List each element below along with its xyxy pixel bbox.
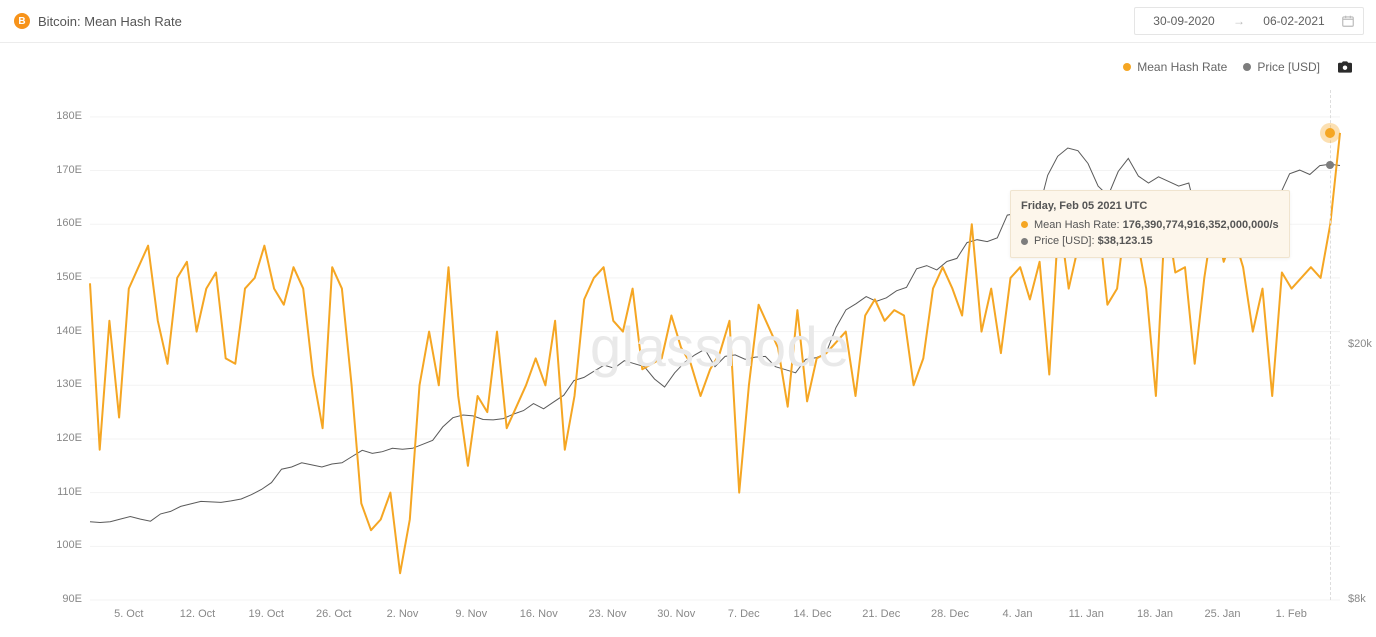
y-axis-tick: 160E: [42, 217, 82, 229]
screenshot-icon[interactable]: [1336, 60, 1354, 74]
legend-label-hash: Mean Hash Rate: [1137, 60, 1227, 74]
x-axis-tick: 23. Nov: [589, 608, 627, 620]
x-axis-tick: 5. Oct: [114, 608, 143, 620]
x-axis-tick: 7. Dec: [728, 608, 760, 620]
chart-tooltip: Friday, Feb 05 2021 UTC Mean Hash Rate: 1…: [1010, 190, 1290, 258]
x-axis-tick: 14. Dec: [794, 608, 832, 620]
y-axis-tick: 170E: [42, 164, 82, 176]
tooltip-row-price: Price [USD]: $38,123.15: [1021, 233, 1279, 250]
x-axis-tick: 30. Nov: [657, 608, 695, 620]
chart-area[interactable]: 90E 100E 110E 120E 130E 140E 150E 160E 170E 180E $…: [30, 90, 1376, 628]
x-axis-tick: 19. Oct: [249, 608, 284, 620]
legend-item-price[interactable]: Price [USD]: [1243, 60, 1320, 74]
y-axis-tick: 110E: [42, 486, 82, 498]
legend-dot-price: [1243, 63, 1251, 71]
x-axis-tick: 4. Jan: [1003, 608, 1033, 620]
x-axis-tick: 16. Nov: [520, 608, 558, 620]
date-to-input[interactable]: [1253, 13, 1335, 29]
y-axis-tick: 90E: [42, 593, 82, 605]
y2-axis-tick: $8k: [1348, 593, 1366, 605]
x-axis-tick: 12. Oct: [180, 608, 215, 620]
y-axis-tick: 120E: [42, 432, 82, 444]
y-axis-tick: 140E: [42, 325, 82, 337]
x-axis-tick: 1. Feb: [1276, 608, 1307, 620]
bitcoin-icon: B: [14, 13, 30, 29]
legend-label-price: Price [USD]: [1257, 60, 1320, 74]
tooltip-header: Friday, Feb 05 2021 UTC: [1021, 198, 1279, 215]
chart-legend: Mean Hash Rate Price [USD]: [1123, 60, 1354, 74]
date-range-picker[interactable]: →: [1134, 7, 1364, 35]
header-divider: [0, 42, 1376, 43]
y-axis-tick: 130E: [42, 378, 82, 390]
y-axis-tick: 100E: [42, 539, 82, 551]
x-axis-tick: 11. Jan: [1069, 608, 1104, 620]
date-arrow-icon: →: [1225, 14, 1253, 28]
y-axis-tick: 150E: [42, 271, 82, 283]
y2-axis-tick: $20k: [1348, 338, 1372, 350]
date-from-input[interactable]: [1143, 13, 1225, 29]
x-axis-tick: 21. Dec: [862, 608, 900, 620]
legend-item-hash[interactable]: Mean Hash Rate: [1123, 60, 1227, 74]
page-title: Bitcoin: Mean Hash Rate: [38, 14, 182, 29]
y-axis-tick: 180E: [42, 110, 82, 122]
x-axis-tick: 18. Jan: [1137, 608, 1173, 620]
x-axis-tick: 26. Oct: [316, 608, 351, 620]
x-axis-tick: 2. Nov: [387, 608, 419, 620]
x-axis-tick: 28. Dec: [931, 608, 969, 620]
x-axis-tick: 25. Jan: [1204, 608, 1240, 620]
legend-dot-hash: [1123, 63, 1131, 71]
x-axis-tick: 9. Nov: [455, 608, 487, 620]
calendar-icon[interactable]: [1341, 14, 1355, 28]
tooltip-row-hash: Mean Hash Rate: 176,390,774,916,352,000,…: [1021, 217, 1279, 234]
